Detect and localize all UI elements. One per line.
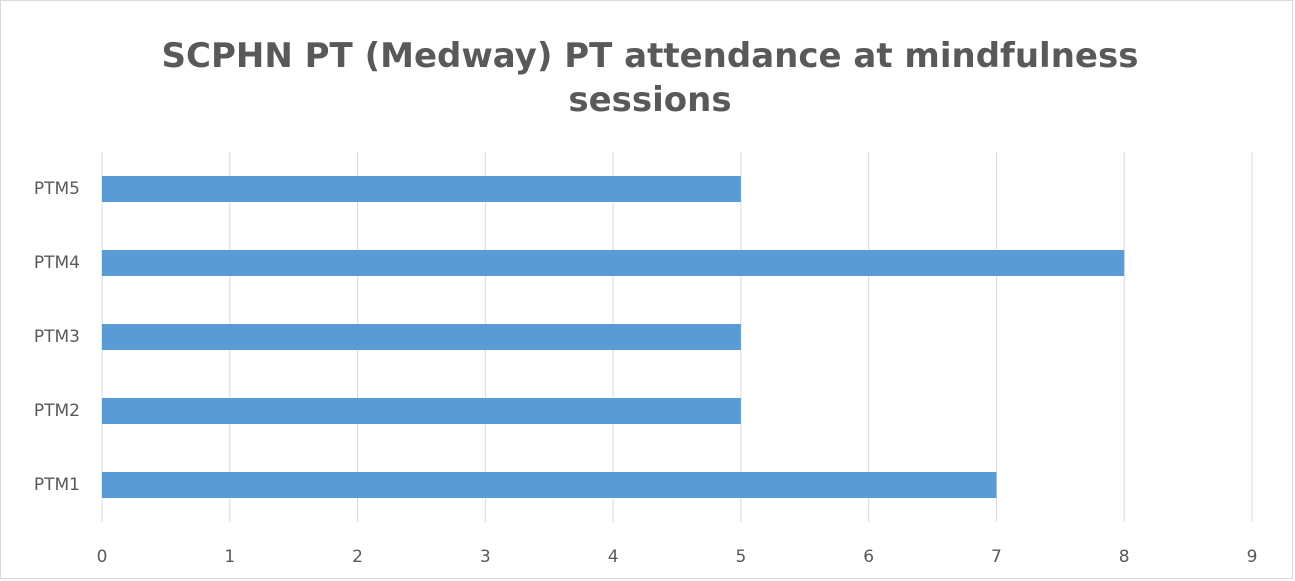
x-tick-label: 3 xyxy=(480,547,491,567)
x-tick-label: 5 xyxy=(735,547,746,567)
x-tick-label: 6 xyxy=(863,547,874,567)
x-tick-label: 8 xyxy=(1119,547,1130,567)
x-tick-label: 0 xyxy=(97,547,108,567)
chart-title: SCPHN PT (Medway) PT attendance at mindf… xyxy=(161,36,1139,120)
bar xyxy=(102,472,997,498)
x-tick-label: 2 xyxy=(352,547,363,567)
y-tick-label: PTM5 xyxy=(34,179,80,199)
x-tick-label: 4 xyxy=(608,547,619,567)
x-tick-label: 9 xyxy=(1247,547,1258,567)
x-tick-label: 1 xyxy=(224,547,235,567)
x-tick-label: 7 xyxy=(991,547,1002,567)
bar xyxy=(102,324,741,350)
bar xyxy=(102,176,741,202)
y-tick-label: PTM3 xyxy=(34,327,80,347)
bar xyxy=(102,250,1125,276)
y-tick-label: PTM1 xyxy=(34,475,80,495)
bar xyxy=(102,398,741,424)
y-tick-label: PTM2 xyxy=(34,401,80,421)
y-tick-label: PTM4 xyxy=(34,253,80,273)
